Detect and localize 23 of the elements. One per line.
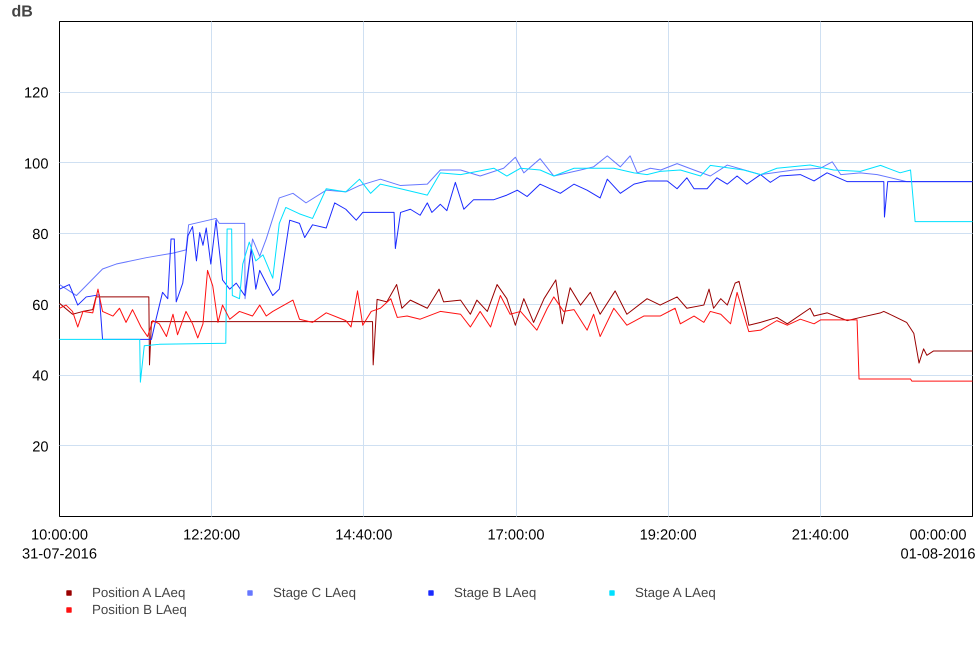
line-series: [60, 279, 972, 366]
x-tick-label: 14:40:00: [335, 528, 392, 544]
y-tick-label: 120: [24, 86, 49, 102]
line-series: [60, 164, 972, 383]
x-tick-label: 12:20:00: [183, 528, 240, 544]
y-tick-label: 40: [32, 368, 49, 385]
legend-label: Stage A LAeq: [635, 585, 717, 600]
line-series: [60, 172, 972, 340]
line-series: [60, 270, 972, 382]
x-tick-label: 19:20:00: [640, 528, 697, 544]
legend-label: Position B LAeq: [92, 602, 188, 617]
y-tick-label: 100: [24, 156, 49, 172]
x-tick-label: 21:40:00: [792, 528, 849, 544]
legend-label: Stage B LAeq: [454, 585, 538, 600]
legend-label: Stage C LAeq: [273, 585, 357, 600]
legend-label: Position A LAeq: [92, 585, 186, 600]
y-tick-label: 80: [32, 227, 49, 244]
x-tick-label: 00:00:00 01-08-2016: [900, 528, 975, 563]
y-tick-label: 20: [32, 439, 49, 456]
x-tick-label: 10:00:00 31-07-2016: [22, 528, 97, 563]
x-tick-label: 17:00:00: [487, 528, 545, 544]
y-axis-title: dB: [12, 4, 33, 20]
y-tick-label: 60: [32, 298, 49, 314]
